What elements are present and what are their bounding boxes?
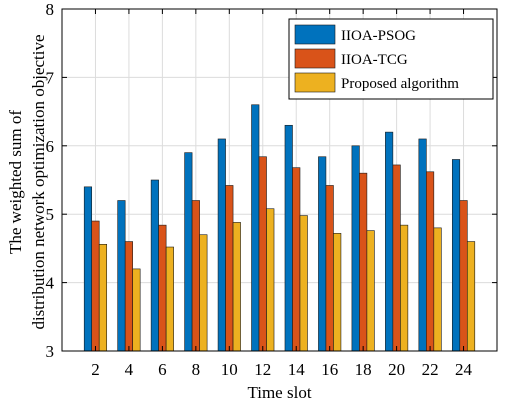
bar-proposed-algorithm-16 <box>333 233 342 352</box>
x-tick-label: 16 <box>321 360 338 379</box>
x-tick-label: 20 <box>388 360 405 379</box>
x-tick-label: 24 <box>455 360 473 379</box>
bar-proposed-algorithm-12 <box>266 208 275 352</box>
y-axis-label: The weighted sum of distribution network… <box>6 34 48 329</box>
y-tick-label: 4 <box>46 274 55 293</box>
bar-iioa-psog-22 <box>418 138 427 352</box>
bar-iioa-psog-18 <box>351 145 360 352</box>
bar-proposed-algorithm-22 <box>433 227 442 352</box>
legend-entry-label: IIOA-PSOG <box>341 28 416 44</box>
y-tick-label: 5 <box>46 205 55 224</box>
x-tick-label: 12 <box>254 360 271 379</box>
bar-iioa-psog-10 <box>217 138 226 352</box>
bar-iioa-psog-16 <box>318 156 327 352</box>
legend: IIOA-PSOG IIOA-TCG Proposed algorithm <box>288 18 494 100</box>
y-tick-label: 3 <box>46 342 55 361</box>
bar-proposed-algorithm-20 <box>400 224 409 352</box>
x-tick-label: 18 <box>355 360 372 379</box>
bar-iioa-psog-4 <box>117 200 126 352</box>
bar-iioa-tcg-14 <box>292 167 301 352</box>
bar-iioa-psog-6 <box>150 179 159 352</box>
y-tick-label: 8 <box>46 0 55 19</box>
bar-iioa-psog-24 <box>451 159 461 352</box>
bar-proposed-algorithm-8 <box>199 234 208 352</box>
x-tick-label: 14 <box>288 360 306 379</box>
bar-iioa-psog-8 <box>184 152 193 352</box>
legend-swatch <box>294 24 336 45</box>
bar-iioa-tcg-2 <box>91 220 100 352</box>
bar-iioa-tcg-8 <box>191 200 200 352</box>
y-axis-label-line-1: The weighted sum of <box>6 110 25 254</box>
x-axis-label: Time slot <box>247 383 311 401</box>
bar-iioa-psog-12 <box>251 104 260 352</box>
bar-proposed-algorithm-24 <box>466 241 476 352</box>
legend-swatch <box>294 48 336 69</box>
bar-iioa-tcg-22 <box>426 171 435 352</box>
ticks <box>62 8 497 352</box>
legend-swatch <box>294 72 336 93</box>
bar-proposed-algorithm-4 <box>132 268 141 352</box>
bar-iioa-tcg-18 <box>359 172 368 352</box>
bar-iioa-psog-14 <box>284 124 293 352</box>
x-tick-label: 6 <box>158 360 167 379</box>
y-tick-labels: 3 4 5 6 7 8 <box>46 0 55 361</box>
y-tick-label: 6 <box>46 137 55 156</box>
bar-proposed-algorithm-14 <box>299 215 308 352</box>
bar-proposed-algorithm-2 <box>98 244 108 352</box>
y-tick-label: 7 <box>46 68 55 87</box>
legend-entry-label: IIOA-TCG <box>341 52 408 68</box>
x-tick-label: 4 <box>125 360 134 379</box>
bar-iioa-psog-20 <box>385 131 394 352</box>
plot-frame <box>61 8 498 352</box>
x-tick-label: 8 <box>192 360 201 379</box>
bar-proposed-algorithm-6 <box>165 246 174 352</box>
x-tick-label: 2 <box>91 360 100 379</box>
bar-iioa-tcg-4 <box>124 241 133 352</box>
x-tick-labels: 2 4 6 8 10 12 14 16 18 20 22 24 <box>91 360 472 379</box>
bar-proposed-algorithm-10 <box>232 222 241 352</box>
x-tick-label: 22 <box>422 360 439 379</box>
y-axis-label-line-2: distribution network optimization object… <box>29 34 48 329</box>
bar-iioa-psog-2 <box>83 186 93 352</box>
bars <box>83 104 476 352</box>
bar-iioa-tcg-6 <box>158 224 167 352</box>
legend-entry-label: Proposed algorithm <box>341 76 459 92</box>
bar-proposed-algorithm-18 <box>366 230 375 352</box>
bar-iioa-tcg-12 <box>258 156 267 352</box>
bar-iioa-tcg-20 <box>392 164 401 352</box>
bar-iioa-tcg-24 <box>459 200 468 352</box>
bar-iioa-tcg-10 <box>225 185 234 352</box>
x-tick-label: 10 <box>221 360 238 379</box>
bar-iioa-tcg-16 <box>325 185 334 352</box>
